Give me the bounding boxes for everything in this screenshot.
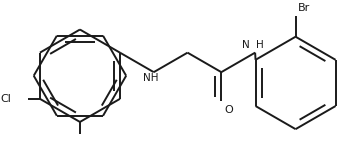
Text: N: N	[242, 40, 250, 50]
Text: O: O	[224, 105, 233, 115]
Text: Cl: Cl	[0, 94, 11, 104]
Text: H: H	[256, 40, 264, 50]
Text: NH: NH	[143, 73, 158, 83]
Text: Br: Br	[298, 3, 310, 13]
